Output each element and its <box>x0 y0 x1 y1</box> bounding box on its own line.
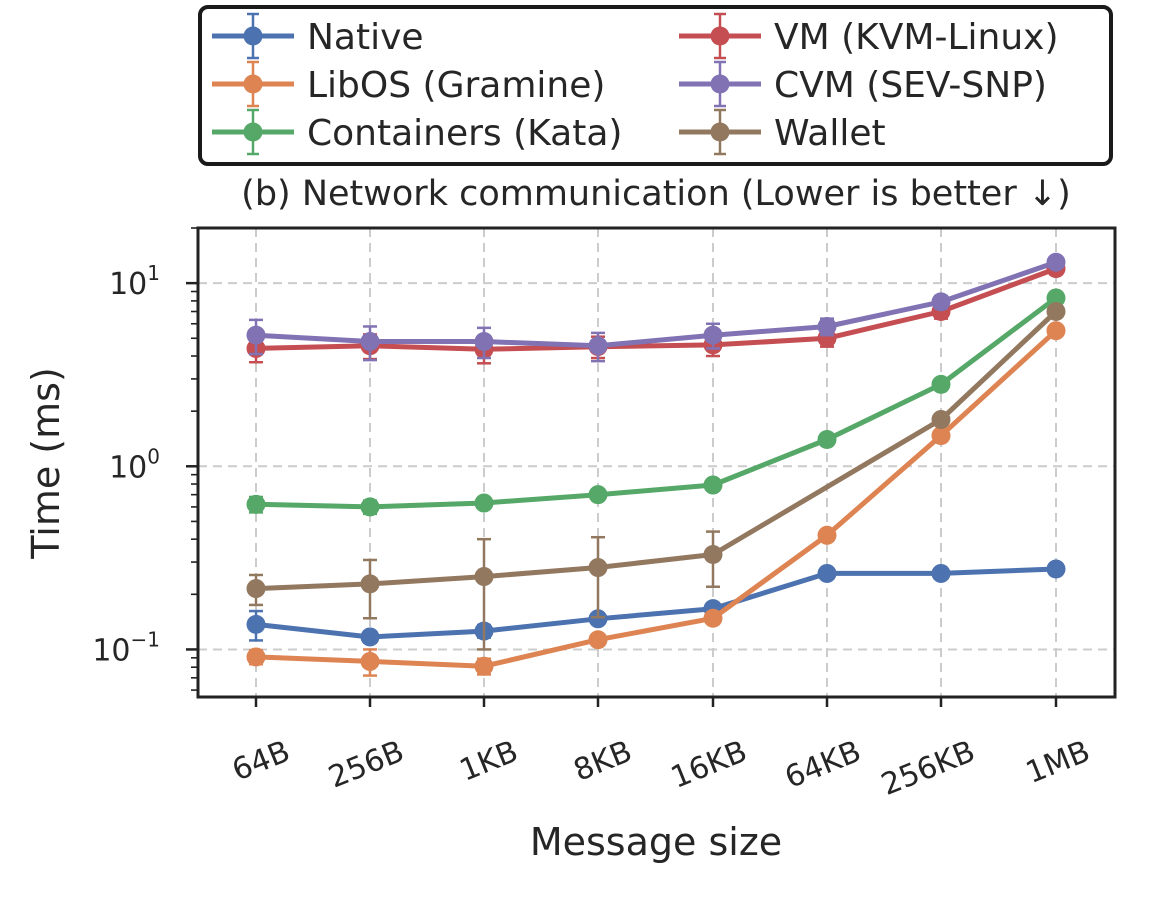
series-native <box>246 559 1066 647</box>
legend-item-native: Native <box>212 12 424 60</box>
data-point <box>246 325 266 345</box>
data-point <box>931 410 951 430</box>
data-point <box>360 332 380 352</box>
legend-label: VM (KVM-Linux) <box>774 17 1059 58</box>
legend-marker <box>710 74 730 94</box>
x-tick-label: 256KB <box>876 734 980 803</box>
data-point <box>703 544 723 564</box>
legend-marker <box>710 122 730 142</box>
data-point <box>246 494 266 514</box>
data-point <box>817 430 837 450</box>
data-point <box>588 609 608 629</box>
data-point <box>588 336 608 356</box>
series-line <box>255 328 1058 669</box>
data-point <box>931 374 951 394</box>
legend-marker <box>243 26 263 46</box>
x-tick-label: 8KB <box>569 734 637 789</box>
data-point <box>1046 321 1066 341</box>
legend-frame <box>198 5 1113 166</box>
series-containers-kata <box>246 288 1066 517</box>
data-point <box>1046 288 1066 308</box>
data-point <box>360 627 380 647</box>
legend-item-containers-kata: Containers (Kata) <box>212 108 622 156</box>
data-point <box>931 563 951 583</box>
x-tick-label: 256B <box>324 734 409 796</box>
legend-marker <box>243 122 263 142</box>
data-point <box>474 567 494 587</box>
data-point <box>1046 302 1066 322</box>
data-point <box>474 493 494 513</box>
series-line <box>255 266 1057 352</box>
data-point <box>474 656 494 676</box>
series-layer <box>246 252 1066 677</box>
data-point <box>588 558 608 578</box>
legend-item-wallet: Wallet <box>679 108 886 156</box>
data-point <box>360 497 380 517</box>
chart-title: (b) Network communication (Lower is bett… <box>241 174 1071 214</box>
data-point <box>931 292 951 312</box>
legend-label: LibOS (Gramine) <box>307 65 605 106</box>
data-point <box>588 485 608 505</box>
series-wallet <box>246 302 1066 651</box>
x-axis-label: Message size <box>530 820 782 864</box>
series-libos-gramine <box>246 321 1066 677</box>
data-point <box>703 475 723 495</box>
legend: Native LibOS (Gramine) Containers (Kata) VM… <box>198 5 1113 166</box>
legend-marker <box>243 74 263 94</box>
data-point <box>1046 559 1066 579</box>
data-point <box>246 614 266 634</box>
data-point <box>817 563 837 583</box>
plot-frame <box>196 226 1117 699</box>
legend-marker <box>710 26 730 46</box>
data-point <box>474 332 494 352</box>
data-point <box>246 647 266 667</box>
legend-label: Native <box>307 17 424 58</box>
y-tick-label: 10−1 <box>92 627 160 668</box>
data-point <box>931 426 951 446</box>
legend-label: CVM (SEV-SNP) <box>774 65 1047 106</box>
legend-label: Wallet <box>774 113 886 154</box>
data-point <box>817 525 837 545</box>
legend-item-cvm-sev-snp: CVM (SEV-SNP) <box>679 60 1047 108</box>
x-tick-label: 64KB <box>780 734 866 796</box>
data-point <box>703 608 723 628</box>
x-tick-label: 16KB <box>666 734 752 796</box>
data-point <box>246 579 266 599</box>
x-tick-label: 64B <box>227 734 295 788</box>
y-tick-label: 101 <box>109 261 160 302</box>
data-point <box>817 316 837 336</box>
series-line <box>255 259 1057 349</box>
data-point <box>1046 252 1066 272</box>
series-line <box>255 296 1058 510</box>
legend-item-vm-kvm-linux: VM (KVM-Linux) <box>679 12 1059 60</box>
y-tick-label: 100 <box>109 444 160 485</box>
legend-label: Containers (Kata) <box>307 113 622 154</box>
y-axis-label: Time (ms) <box>24 367 68 560</box>
data-point <box>588 630 608 650</box>
series-line <box>255 566 1057 640</box>
series-cvm-sev-snp <box>246 252 1066 363</box>
x-tick-label: 1KB <box>455 734 523 789</box>
data-point <box>703 325 723 345</box>
data-point <box>360 651 380 671</box>
x-tick-label: 1MB <box>1021 734 1095 791</box>
data-point <box>360 574 380 594</box>
legend-item-libos-gramine: LibOS (Gramine) <box>212 60 605 108</box>
